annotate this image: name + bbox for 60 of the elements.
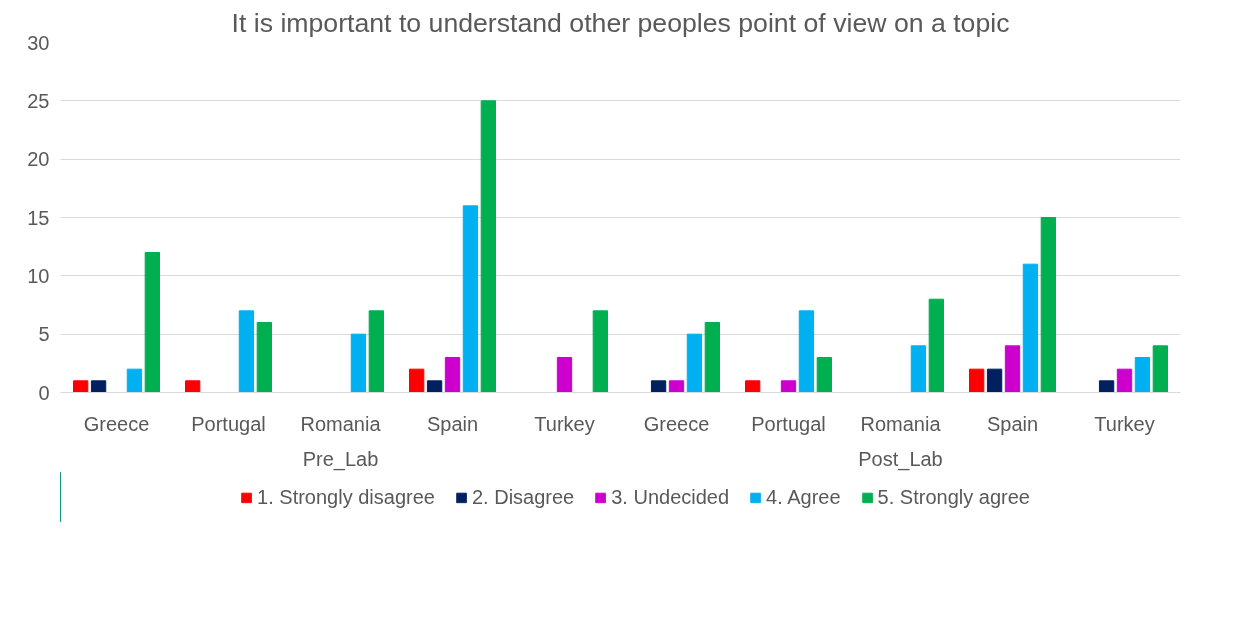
bar [72,380,89,393]
x-tick-label: Turkey [1094,412,1155,435]
bar [462,205,479,393]
bar [444,357,461,393]
bar [1022,263,1039,393]
bar [704,322,721,393]
bar [126,368,143,393]
bar [238,310,255,393]
y-tick-label: 15 [27,206,50,229]
legend-label: 4. Agree [766,485,841,509]
bar [368,310,385,393]
bar [1040,217,1057,393]
x-tick-label: Turkey [534,412,595,435]
x-tick-label: Spain [986,412,1039,435]
bar [592,310,609,393]
bar [408,368,425,393]
bar [1134,357,1151,393]
bar [90,380,107,393]
bar [556,357,573,393]
bar [1098,380,1115,393]
bar [910,345,927,393]
bar [144,252,161,393]
bar [480,100,497,393]
bar [650,380,667,393]
y-tick-label: 10 [27,264,50,287]
x-tick-label: Greece [83,412,150,435]
bar [798,310,815,393]
y-tick-label: 5 [38,323,50,346]
bar [744,380,761,393]
legend-label: 5. Strongly agree [877,485,1030,509]
text: Pre_Lab [302,447,379,471]
bar [350,333,367,393]
chart-title: It is important to understand other peoples point of view on a topic [231,7,1010,38]
x-tick-label: Romania [860,412,942,435]
bar [968,368,985,393]
legend-label: 1. Strongly disagree [257,485,435,509]
x-tick-label: Spain [426,412,479,435]
legend-label: 3. Undecided [611,485,730,509]
bar [780,380,797,393]
bar [816,357,833,393]
text: Post_Lab [858,447,943,471]
y-tick-label: 30 [27,31,50,54]
x-tick-label: Romania [300,412,382,435]
y-tick-label: 0 [38,381,50,404]
bar [668,380,685,393]
bar [686,333,703,393]
y-tick-label: 25 [27,89,50,112]
bar [1152,345,1169,393]
bar [986,368,1003,393]
bar [256,322,273,393]
y-tick-label: 20 [27,148,50,171]
x-tick-label: Portugal [191,412,266,435]
x-tick-label: Greece [643,412,710,435]
legend-label: 2. Disagree [471,485,575,509]
bar [928,298,945,393]
bar [1116,368,1133,393]
bar [184,380,201,393]
bar [1004,345,1021,393]
x-tick-label: Portugal [751,412,826,435]
bar [426,380,443,393]
